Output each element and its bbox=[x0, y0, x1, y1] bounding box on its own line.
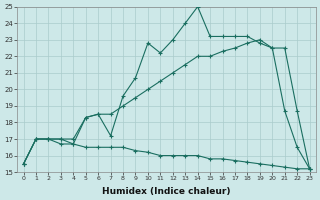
X-axis label: Humidex (Indice chaleur): Humidex (Indice chaleur) bbox=[102, 187, 231, 196]
